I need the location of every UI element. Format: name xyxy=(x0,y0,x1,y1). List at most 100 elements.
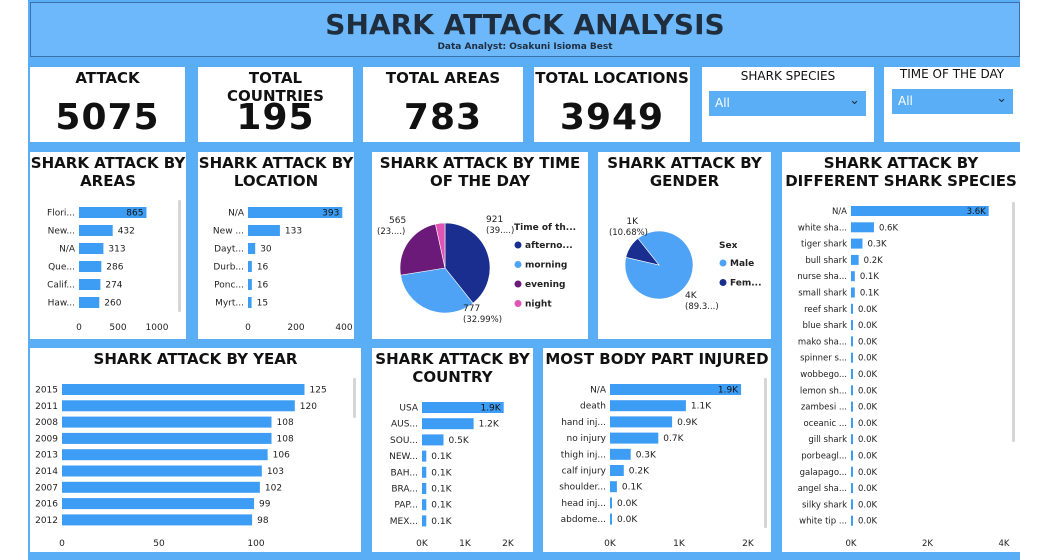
category-label: 2016 xyxy=(35,500,58,510)
legend-label: evening xyxy=(525,280,565,290)
bar xyxy=(851,336,853,347)
category-label: galapago... xyxy=(800,468,847,478)
data-label: 0.3K xyxy=(636,450,657,460)
pie-slice xyxy=(444,222,491,304)
data-label: 98 xyxy=(257,516,269,526)
kpi-card-locations: TOTAL LOCATIONS 3949 xyxy=(534,67,690,142)
time-of-day-pie-chart: Time of th... afterno... morning evening nig… xyxy=(377,215,576,325)
category-label: PAP... xyxy=(394,501,418,511)
bar xyxy=(422,434,444,446)
bar xyxy=(851,450,853,461)
bar xyxy=(248,243,256,254)
category-label: Flori... xyxy=(47,209,75,219)
x-tick-label: 4K xyxy=(999,539,1010,549)
category-label: porbeagl... xyxy=(801,452,847,462)
location-bar-chart: N/A 393 New ... 133 Dayt... 30 Durb... 16 Ponc..… xyxy=(213,207,353,333)
legend-marker xyxy=(719,279,727,286)
data-label: 0.1K xyxy=(860,289,880,299)
bar xyxy=(610,416,673,428)
chart-title: SHARK ATTACK BY GENDER xyxy=(607,154,762,190)
data-label: 99 xyxy=(259,500,271,510)
category-label: 2015 xyxy=(35,386,58,396)
scrollbar xyxy=(353,378,356,418)
category-label: oceanic ... xyxy=(803,419,847,429)
data-label: 0.0K xyxy=(858,452,878,462)
pie-slice xyxy=(399,223,446,276)
category-label: lemon sh... xyxy=(800,386,847,396)
bar xyxy=(610,432,659,444)
category-label: BRA... xyxy=(391,485,418,495)
data-label: 0.1K xyxy=(431,452,452,462)
kpi-label: TOTAL LOCATIONS xyxy=(535,69,689,87)
category-label: Que... xyxy=(48,263,75,273)
category-label: Durb... xyxy=(213,263,244,273)
category-label: thigh inj... xyxy=(561,450,606,460)
category-label: blue shark xyxy=(802,321,847,331)
x-tick-label: 400 xyxy=(335,323,352,333)
data-label: 393 xyxy=(322,209,339,219)
x-tick-label: 0K xyxy=(846,539,857,549)
data-label: 102 xyxy=(265,483,282,493)
bar xyxy=(851,515,853,526)
legend-title: Time of th... xyxy=(514,223,576,233)
data-label: 1.2K xyxy=(479,420,500,430)
category-label: 2013 xyxy=(35,451,58,461)
bar xyxy=(610,448,631,460)
slice-value-label: 565 xyxy=(389,216,406,226)
chart-title: SHARK ATTACK BY TIME OF THE DAY xyxy=(379,154,581,190)
data-label: 0.2K xyxy=(629,467,650,477)
category-label: white sha... xyxy=(798,223,847,233)
kpi-card-attack: ATTACK 5075 xyxy=(30,67,185,142)
legend-label: morning xyxy=(525,261,567,271)
bar xyxy=(422,483,427,494)
kpi-value: 195 xyxy=(236,97,315,138)
panel-time-of-day: SHARK ATTACK BY TIME OF THE DAY Time of … xyxy=(372,152,588,339)
category-label: spinner s... xyxy=(800,354,847,364)
slice-value-label: 1K xyxy=(626,217,639,227)
category-label: gill shark xyxy=(808,435,847,445)
bar xyxy=(851,352,853,363)
species-dropdown[interactable]: All ⌄ xyxy=(709,91,866,116)
chart-title: MOST BODY PART INJURED xyxy=(545,350,769,368)
data-label: 0.7K xyxy=(663,434,684,444)
data-label: 0.1K xyxy=(431,485,452,495)
category-label: 2008 xyxy=(35,418,58,428)
species-bar-chart: N/A 3.6K white sha... 0.6K tiger shark 0.3K bu… xyxy=(797,202,1015,549)
category-label: SOU... xyxy=(390,436,418,446)
category-label: calf injury xyxy=(562,467,607,477)
bar xyxy=(422,499,427,511)
bar xyxy=(248,225,280,236)
x-tick-label: 100 xyxy=(247,539,264,549)
data-label: 0.0K xyxy=(858,419,878,429)
category-label: 2011 xyxy=(35,402,58,412)
country-bar-chart: USA 1.9K AUS... 1.2K SOU... 0.5K NEW... 0.1K BAH… xyxy=(389,402,515,549)
data-label: 274 xyxy=(105,281,122,291)
data-label: 0.1K xyxy=(431,517,452,527)
x-tick-label: 0 xyxy=(245,323,251,333)
category-label: N/A xyxy=(228,209,245,219)
data-label: 865 xyxy=(126,209,143,219)
data-label: 0.3K xyxy=(867,240,887,250)
time-dropdown-value: All xyxy=(898,94,913,108)
legend-marker xyxy=(514,300,522,307)
x-tick-label: 500 xyxy=(109,323,126,333)
bar xyxy=(62,465,262,477)
category-label: silky shark xyxy=(802,500,847,510)
category-label: Haw... xyxy=(48,299,75,309)
x-tick-label: 0 xyxy=(59,539,65,549)
data-label: 286 xyxy=(106,263,123,273)
kpi-card-countries: TOTAL COUNTRIES 195 xyxy=(198,67,353,142)
kpi-label: ATTACK xyxy=(75,69,140,87)
category-label: small shark xyxy=(798,289,847,299)
chevron-down-icon: ⌄ xyxy=(849,93,860,108)
bar xyxy=(422,402,504,413)
data-label: 120 xyxy=(300,402,317,412)
bar xyxy=(851,499,853,510)
x-tick-label: 1K xyxy=(673,539,686,549)
category-label: 2009 xyxy=(35,434,58,444)
data-label: 0.1K xyxy=(431,501,452,511)
category-label: 2007 xyxy=(35,483,58,493)
species-dropdown-value: All xyxy=(715,96,730,110)
category-label: abdome... xyxy=(561,515,606,525)
time-dropdown[interactable]: All ⌄ xyxy=(892,89,1013,114)
